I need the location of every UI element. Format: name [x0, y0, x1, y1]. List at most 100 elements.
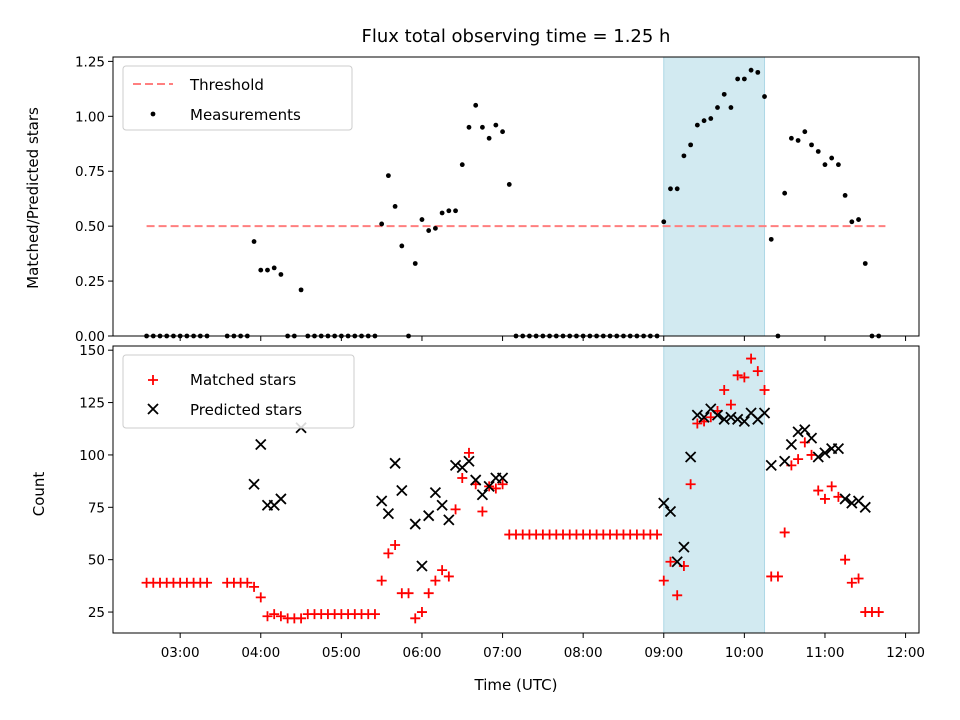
measurement-point: [265, 267, 270, 273]
measurement-point: [708, 116, 714, 121]
matched-star-point: [423, 588, 434, 599]
predicted-star-point: [255, 438, 267, 451]
matched-star-point: [262, 611, 273, 622]
predicted-star-point: [396, 484, 408, 497]
predicted-star-point: [409, 518, 421, 530]
predicted-star-point: [792, 426, 804, 438]
measurement-point: [735, 76, 741, 82]
x-tick-label: 12:00: [886, 645, 925, 661]
measurement-point: [701, 118, 707, 124]
measurement-point: [741, 76, 747, 82]
matched-star-point: [752, 366, 763, 377]
measurement-point: [271, 265, 277, 271]
matched-star-point: [833, 491, 844, 502]
measurement-point: [258, 267, 264, 273]
measurement-point: [426, 228, 432, 233]
measurement-point: [506, 182, 512, 187]
predicted-star-point: [846, 497, 858, 509]
predicted-star-point: [859, 501, 871, 513]
matched-star-point: [732, 370, 743, 381]
matched-star-point: [255, 592, 266, 603]
matched-star-point: [490, 483, 501, 494]
measurement-point: [278, 272, 284, 277]
y-tick-label: 125: [79, 396, 105, 412]
y-tick-label: 0.00: [75, 329, 105, 345]
predicted-star-point: [436, 499, 448, 511]
predicted-star-point: [389, 457, 401, 469]
matched-star-point: [437, 565, 448, 576]
matched-star-point: [390, 540, 401, 551]
predicted-star-point: [463, 455, 475, 467]
measurement-point: [412, 261, 418, 266]
matched-star-point: [873, 607, 884, 618]
predicted-star-point: [839, 493, 851, 505]
measurement-point: [822, 162, 828, 168]
predicted-star-point: [758, 407, 771, 419]
x-tick-label: 03:00: [161, 645, 200, 661]
measurement-point: [862, 261, 868, 266]
matched-star-point: [497, 479, 508, 490]
matched-star-point: [853, 573, 864, 584]
bottom-axes-frame: [112, 345, 920, 634]
predicted-star-point: [671, 556, 683, 568]
matched-star-point: [705, 412, 716, 423]
measurement-legend-swatch: [150, 111, 156, 117]
predicted-star-point: [738, 415, 751, 428]
legend-box: [122, 65, 353, 131]
matched-star-point: [826, 481, 837, 492]
y-tick-label: 100: [79, 448, 105, 464]
predicted-star-point: [382, 507, 395, 520]
predicted-star-point: [812, 451, 824, 463]
matched-star-point: [725, 399, 736, 410]
measurement-point: [668, 186, 673, 192]
matched-star-point: [806, 449, 817, 460]
y-tick-label: 0.25: [75, 274, 105, 290]
matched-star-point: [652, 529, 663, 540]
predicted-legend-label: Predicted stars: [190, 401, 302, 419]
measurement-point: [829, 155, 835, 161]
measurement-point: [385, 173, 391, 179]
top-axes-frame: [112, 56, 920, 337]
matched-star-point: [719, 384, 730, 395]
predicted-star-point: [711, 409, 724, 421]
predicted-star-point: [725, 411, 737, 423]
measurement-point: [694, 122, 700, 128]
matched-star-point: [819, 493, 830, 504]
top-y-axis-label: Matched/Predicted stars: [24, 107, 42, 289]
measurement-point: [493, 122, 499, 128]
predicted-star-point: [805, 432, 818, 444]
measurement-point: [446, 208, 452, 214]
matched-star-point: [410, 613, 421, 624]
measurement-point: [480, 124, 485, 130]
matched-star-point: [692, 418, 703, 429]
matched-star-point: [477, 506, 488, 517]
measurement-point: [815, 149, 821, 154]
top-panel: Matched/Predicted stars 0.00 0.25 0.50 0.75…: [24, 54, 920, 345]
matched-star-point: [685, 479, 696, 490]
matched-star-point: [813, 485, 824, 496]
y-tick-label: 0.75: [75, 164, 105, 180]
measurement-point: [379, 221, 385, 227]
predicted-star-point: [664, 505, 677, 518]
matched-star-point: [840, 554, 851, 565]
predicted-legend-swatch: [147, 403, 159, 415]
predicted-star-point: [483, 480, 495, 492]
measurement-point: [836, 162, 841, 168]
shaded-span: [663, 345, 766, 634]
x-tick-label: 09:00: [644, 645, 683, 661]
matched-star-point: [430, 575, 441, 586]
y-tick-label: 0.50: [75, 219, 105, 235]
matched-star-point: [463, 447, 474, 458]
measurement-point: [453, 208, 458, 214]
y-tick-label: 150: [79, 343, 105, 359]
measurement-point: [500, 129, 505, 135]
measurement-point: [419, 217, 425, 222]
matched-legend-swatch: [148, 375, 158, 385]
measurement-point: [721, 91, 727, 97]
predicted-star-point: [476, 489, 489, 501]
matched-star-point: [672, 590, 683, 601]
x-tick-label: 07:00: [483, 645, 522, 661]
measurement-point: [473, 102, 479, 108]
predicted-star-point: [785, 438, 798, 451]
